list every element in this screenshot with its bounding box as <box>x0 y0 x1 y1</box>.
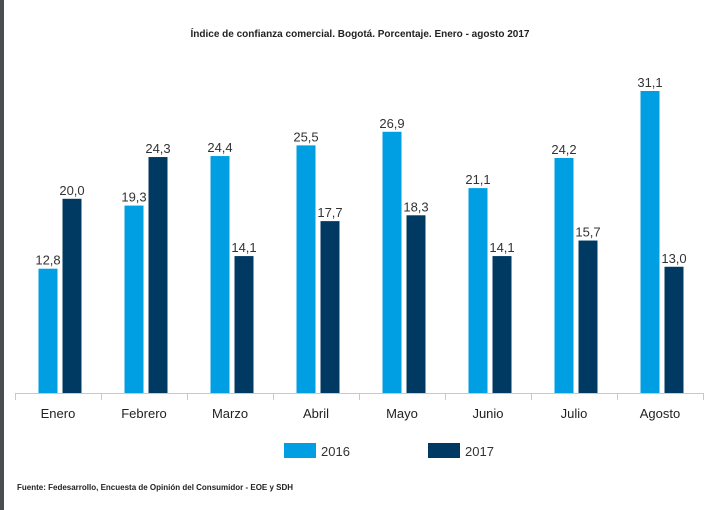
x-tick-label: Marzo <box>212 406 248 421</box>
data-label: 25,5 <box>293 129 318 144</box>
data-label: 21,1 <box>465 172 490 187</box>
data-label: 20,0 <box>59 183 84 198</box>
bar-2017-junio <box>492 256 512 393</box>
data-label: 14,1 <box>489 240 514 255</box>
bar-2016-mayo <box>382 131 402 394</box>
chart-title: Índice de confianza comercial. Bogotá. P… <box>190 29 530 40</box>
data-label: 17,7 <box>317 205 342 220</box>
legend-label: 2016 <box>321 444 350 459</box>
legend-swatch-2017 <box>428 443 460 458</box>
bar-2016-julio <box>554 158 574 393</box>
source-note: Fuente: Fedesarrollo, Encuesta de Opinió… <box>17 483 294 492</box>
data-label: 24,2 <box>551 142 576 157</box>
x-tick-label: Mayo <box>386 406 418 421</box>
bar-2016-junio <box>468 188 488 393</box>
data-label: 14,1 <box>231 240 256 255</box>
bar-2017-julio <box>578 240 598 393</box>
window-edge <box>0 0 4 510</box>
x-tick-label: Abril <box>303 406 329 421</box>
bar-2017-enero <box>62 198 82 393</box>
data-label: 26,9 <box>379 116 404 131</box>
legend-label: 2017 <box>465 444 494 459</box>
data-label: 24,3 <box>145 141 170 156</box>
data-label: 24,4 <box>207 140 232 155</box>
x-tick-label: Enero <box>41 406 76 421</box>
data-label: 12,8 <box>35 253 60 268</box>
bar-2016-abril <box>296 145 316 393</box>
x-tick-label: Febrero <box>121 406 167 421</box>
legend-swatch-2016 <box>284 443 316 458</box>
data-label: 18,3 <box>403 199 428 214</box>
x-tick-label: Julio <box>561 406 588 421</box>
bar-2016-agosto <box>640 91 660 393</box>
bar-2017-agosto <box>664 266 684 393</box>
x-tick-label: Agosto <box>640 406 680 421</box>
bar-2017-mayo <box>406 215 426 393</box>
bar-2016-enero <box>38 268 58 393</box>
bar-2017-marzo <box>234 256 254 393</box>
data-label: 15,7 <box>575 225 600 240</box>
bar-2017-abril <box>320 221 340 393</box>
bar-2016-febrero <box>124 205 144 393</box>
data-label: 31,1 <box>637 75 662 90</box>
x-tick-label: Junio <box>472 406 503 421</box>
data-label: 19,3 <box>121 190 146 205</box>
bar-2016-marzo <box>210 156 230 393</box>
bar-2017-febrero <box>148 157 168 393</box>
data-label: 13,0 <box>661 251 686 266</box>
